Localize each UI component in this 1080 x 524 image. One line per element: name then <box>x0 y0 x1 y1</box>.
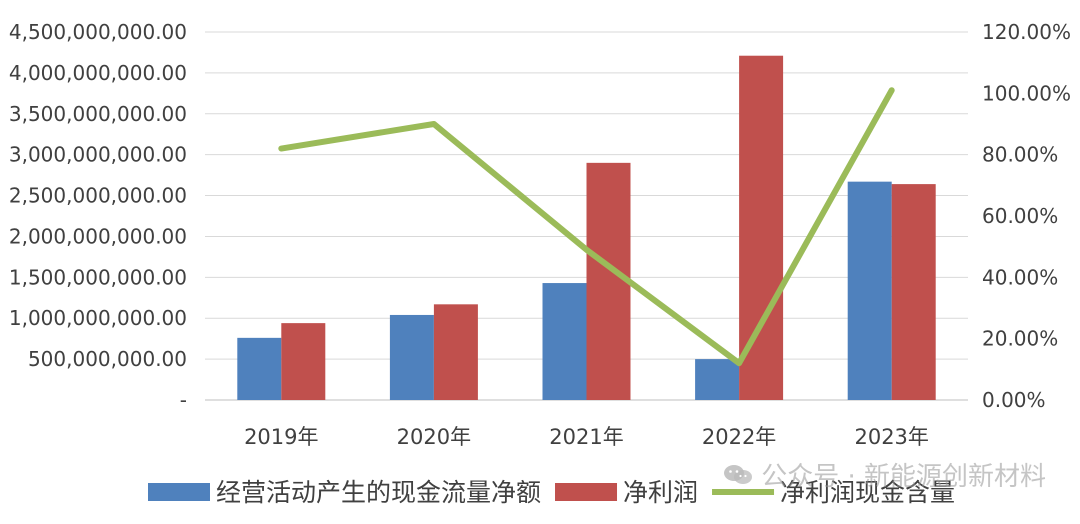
category-label: 2021年 <box>549 425 623 449</box>
right-tick-label: 20.00% <box>982 327 1058 351</box>
right-axis-ticks: 0.00% 20.00% 40.00% 60.00% 80.00% 100.00% 120.… <box>982 20 1071 412</box>
left-tick-label: 500,000,000.00 <box>28 347 187 371</box>
bar-cashflow <box>390 315 434 400</box>
bar-net-profit <box>434 304 478 400</box>
left-tick-label: 2,000,000,000.00 <box>9 224 187 248</box>
category-labels: 2019年 2020年 2021年 2022年 2023年 <box>244 425 929 449</box>
left-tick-label: 1,000,000,000.00 <box>9 306 187 330</box>
right-tick-label: 40.00% <box>982 265 1058 289</box>
legend-label: 净利润 <box>623 478 698 507</box>
left-tick-label: 2,500,000,000.00 <box>9 184 187 208</box>
bar-cashflow <box>695 359 739 400</box>
watermark-text: 公众号 · 新能源创新材料 <box>761 456 1046 493</box>
left-tick-label: 4,000,000,000.00 <box>9 61 187 85</box>
bar-cashflow <box>237 338 281 400</box>
right-tick-label: 120.00% <box>982 20 1071 44</box>
left-tick-label: - <box>180 388 187 412</box>
bars <box>237 56 935 400</box>
right-tick-label: 0.00% <box>982 388 1046 412</box>
legend-swatch <box>148 483 210 501</box>
legend-label: 经营活动产生的现金流量净额 <box>216 478 541 507</box>
category-label: 2023年 <box>854 425 928 449</box>
watermark: 公众号 · 新能源创新材料 <box>723 456 1046 493</box>
wechat-icon <box>723 463 753 487</box>
left-tick-label: 3,000,000,000.00 <box>9 143 187 167</box>
bar-cashflow <box>543 283 587 400</box>
right-tick-label: 80.00% <box>982 143 1058 167</box>
left-tick-label: 1,500,000,000.00 <box>9 265 187 289</box>
category-label: 2019年 <box>244 425 318 449</box>
bar-net-profit <box>281 323 325 400</box>
bar-net-profit <box>587 163 631 400</box>
bar-net-profit <box>892 184 936 400</box>
category-label: 2020年 <box>397 425 471 449</box>
right-tick-label: 60.00% <box>982 204 1058 228</box>
left-tick-label: 3,500,000,000.00 <box>9 102 187 126</box>
legend-swatch <box>555 483 617 501</box>
left-tick-label: 4,500,000,000.00 <box>9 20 187 44</box>
bar-cashflow <box>848 182 892 400</box>
left-axis-ticks: - 500,000,000.00 1,000,000,000.00 1,500,000… <box>9 20 187 412</box>
right-tick-label: 100.00% <box>982 81 1071 105</box>
category-label: 2022年 <box>702 425 776 449</box>
